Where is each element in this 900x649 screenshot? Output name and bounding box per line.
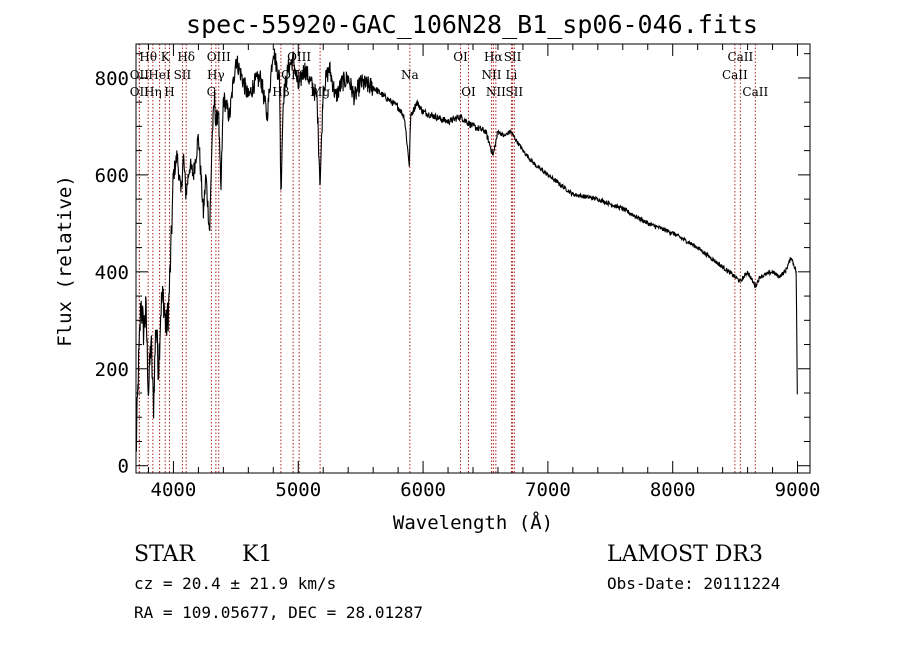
- object-class: STAR: [134, 542, 196, 567]
- x-tick-label: 4000: [151, 479, 197, 501]
- x-axis-ticks: 4000 5000 6000 7000 8000 9000: [147, 44, 821, 501]
- plot-frame: [135, 43, 811, 474]
- spectral-line-label: Hα: [484, 50, 503, 64]
- spectral-line-label: NII: [481, 68, 501, 82]
- spectral-line-label: Hβ: [272, 85, 289, 99]
- spectral-line-label: CaII: [727, 50, 753, 64]
- spectral-line-label: OII: [130, 68, 150, 82]
- spectral-line-label: NII: [486, 85, 506, 99]
- spectral-line-label: Hθ: [139, 50, 157, 64]
- x-tick-label: 5000: [275, 479, 321, 501]
- spectral-line-label: SII: [174, 68, 192, 82]
- spectral-line-label: OII: [130, 85, 150, 99]
- spectral-line-markers: [138, 44, 756, 473]
- spectral-line-label: OI: [453, 50, 468, 64]
- observation-date: Obs-Date: 20111224: [607, 574, 780, 593]
- x-tick-label: 6000: [400, 479, 446, 501]
- y-axis-ticks: 0 200 400 600 800: [95, 53, 810, 478]
- object-subclass: K1: [242, 542, 272, 567]
- spectral-line-label: K: [161, 50, 171, 64]
- y-tick-label: 800: [95, 68, 129, 90]
- spectral-line-label: OI: [461, 85, 476, 99]
- chart-title: spec-55920-GAC_106N28_B1_sp06-046.fits: [186, 10, 758, 39]
- spectral-line-label: Hγ: [207, 68, 225, 82]
- survey-name: LAMOST DR3: [607, 542, 763, 567]
- spectral-line-label: H: [164, 85, 174, 99]
- redshift-value: cz = 20.4 ± 21.9 km/s: [134, 574, 336, 593]
- y-tick-label: 0: [118, 456, 129, 478]
- y-tick-label: 600: [95, 165, 129, 187]
- x-axis-label: Wavelength (Å): [393, 511, 553, 534]
- spectral-line-label: Na: [401, 68, 419, 82]
- spectral-line-label: Hδ: [177, 50, 195, 64]
- x-tick-label: 9000: [775, 479, 821, 501]
- spectral-line-label: SII: [505, 85, 523, 99]
- spectral-line-label: CaII: [722, 68, 748, 82]
- spectral-line-label: Hη: [144, 85, 162, 99]
- spectral-line-label: SII: [504, 50, 522, 64]
- coordinates: RA = 109.05677, DEC = 28.01287: [134, 603, 423, 622]
- y-tick-label: 400: [95, 262, 129, 284]
- y-axis-label: Flux (relative): [54, 175, 76, 347]
- spectrum-line: [135, 48, 798, 453]
- spectral-line-label: G: [207, 85, 217, 99]
- spectral-line-label: CaII: [742, 85, 768, 99]
- spectral-line-label: Li: [506, 68, 518, 82]
- x-tick-label: 8000: [650, 479, 696, 501]
- spectral-line-label: HeI: [148, 68, 171, 82]
- x-tick-label: 7000: [525, 479, 571, 501]
- y-tick-label: 200: [95, 359, 129, 381]
- spectral-line-label: OIII: [207, 50, 231, 64]
